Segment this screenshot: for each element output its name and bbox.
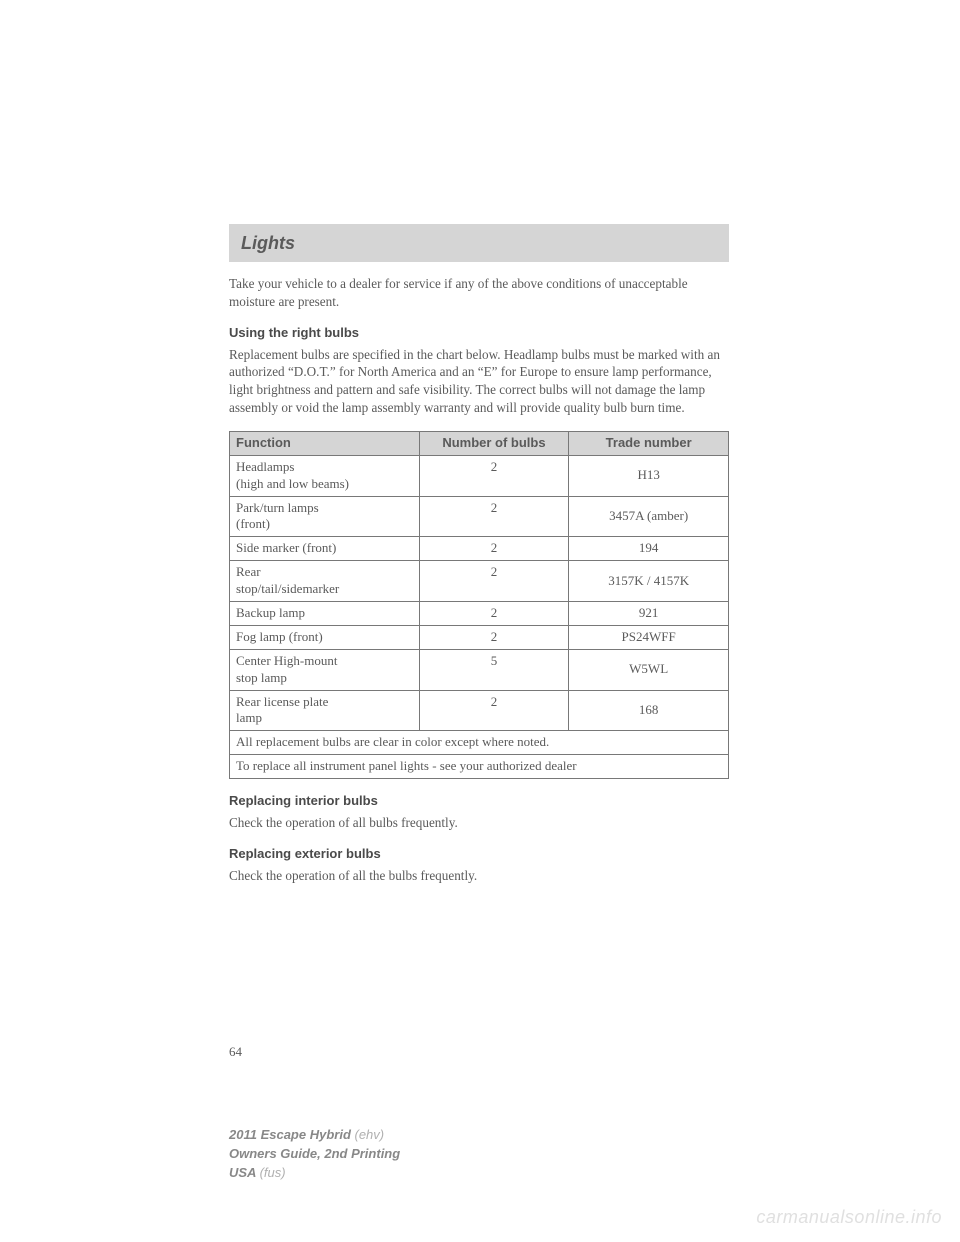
using-right-bulbs-paragraph: Replacement bulbs are specified in the c…: [229, 346, 729, 417]
table-note: All replacement bulbs are clear in color…: [230, 731, 729, 755]
table-row: Fog lamp (front) 2 PS24WFF: [230, 625, 729, 649]
page: Lights Take your vehicle to a dealer for…: [0, 0, 960, 1242]
cell-function: Fog lamp (front): [230, 625, 420, 649]
cell-function: Backup lamp: [230, 602, 420, 626]
footer-block: 2011 Escape Hybrid (ehv) Owners Guide, 2…: [229, 1126, 400, 1183]
cell-number: 2: [419, 690, 569, 731]
cell-trade: PS24WFF: [569, 625, 729, 649]
table-row: Side marker (front) 2 194: [230, 537, 729, 561]
table-row: Rearstop/tail/sidemarker 2 3157K / 4157K: [230, 561, 729, 602]
cell-function: Side marker (front): [230, 537, 420, 561]
cell-function: Rearstop/tail/sidemarker: [230, 561, 420, 602]
cell-number: 2: [419, 455, 569, 496]
bulbs-table: Function Number of bulbs Trade number He…: [229, 431, 729, 779]
replacing-interior-heading: Replacing interior bulbs: [229, 793, 729, 808]
cell-number: 2: [419, 537, 569, 561]
table-note-row: To replace all instrument panel lights -…: [230, 755, 729, 779]
footer-line-1: 2011 Escape Hybrid (ehv): [229, 1126, 400, 1145]
cell-trade: 3157K / 4157K: [569, 561, 729, 602]
th-trade: Trade number: [569, 431, 729, 455]
th-number: Number of bulbs: [419, 431, 569, 455]
content-area: Take your vehicle to a dealer for servic…: [229, 275, 729, 899]
cell-number: 5: [419, 649, 569, 690]
table-row: Headlamps(high and low beams) 2 H13: [230, 455, 729, 496]
cell-number: 2: [419, 561, 569, 602]
cell-function: Park/turn lamps(front): [230, 496, 420, 537]
cell-trade: H13: [569, 455, 729, 496]
replacing-exterior-heading: Replacing exterior bulbs: [229, 846, 729, 861]
watermark-text: carmanualsonline.info: [756, 1207, 942, 1228]
footer-line-2: Owners Guide, 2nd Printing: [229, 1145, 400, 1164]
cell-function: Center High-mountstop lamp: [230, 649, 420, 690]
cell-trade: 168: [569, 690, 729, 731]
table-note: To replace all instrument panel lights -…: [230, 755, 729, 779]
cell-function: Rear license platelamp: [230, 690, 420, 731]
section-header-title: Lights: [241, 233, 295, 254]
cell-number: 2: [419, 602, 569, 626]
intro-paragraph: Take your vehicle to a dealer for servic…: [229, 275, 729, 311]
cell-number: 2: [419, 625, 569, 649]
section-header-bar: Lights: [229, 224, 729, 262]
cell-function: Headlamps(high and low beams): [230, 455, 420, 496]
table-header-row: Function Number of bulbs Trade number: [230, 431, 729, 455]
cell-trade: 921: [569, 602, 729, 626]
table-row: Rear license platelamp 2 168: [230, 690, 729, 731]
th-function: Function: [230, 431, 420, 455]
replacing-exterior-paragraph: Check the operation of all the bulbs fre…: [229, 867, 729, 885]
table-note-row: All replacement bulbs are clear in color…: [230, 731, 729, 755]
page-number: 64: [229, 1044, 242, 1060]
cell-trade: 3457A (amber): [569, 496, 729, 537]
using-right-bulbs-heading: Using the right bulbs: [229, 325, 729, 340]
table-row: Backup lamp 2 921: [230, 602, 729, 626]
footer-line-3: USA (fus): [229, 1164, 400, 1183]
cell-trade: 194: [569, 537, 729, 561]
replacing-interior-paragraph: Check the operation of all bulbs frequen…: [229, 814, 729, 832]
cell-number: 2: [419, 496, 569, 537]
cell-trade: W5WL: [569, 649, 729, 690]
table-row: Park/turn lamps(front) 2 3457A (amber): [230, 496, 729, 537]
table-row: Center High-mountstop lamp 5 W5WL: [230, 649, 729, 690]
